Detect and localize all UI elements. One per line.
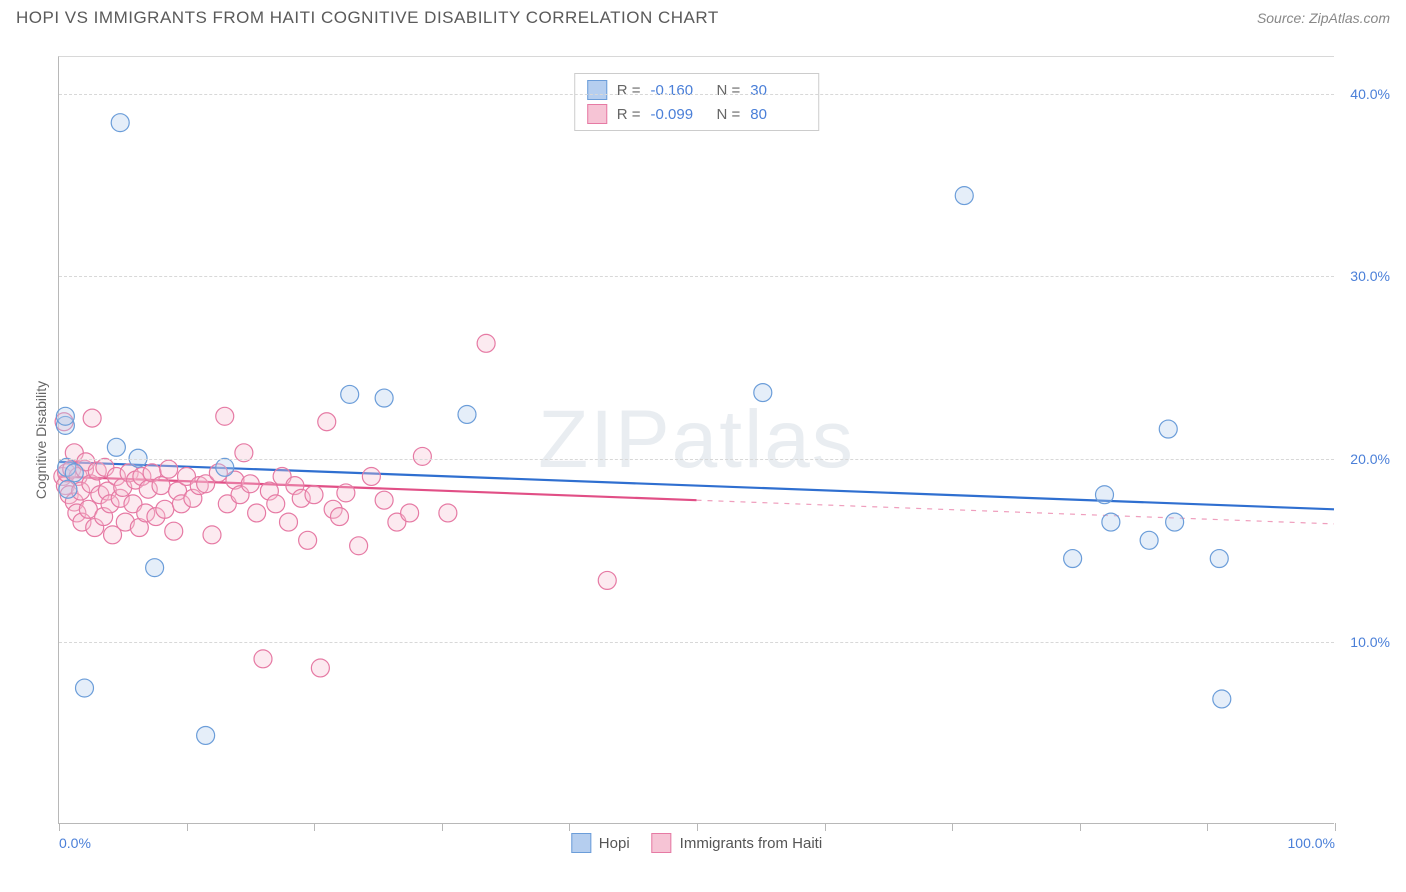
legend-label: Immigrants from Haiti [680, 835, 823, 852]
x-tick-label: 100.0% [1288, 835, 1335, 851]
x-tick [187, 823, 188, 831]
x-tick [1080, 823, 1081, 831]
gridline [59, 94, 1334, 95]
x-tick [952, 823, 953, 831]
r-label: R = [617, 106, 641, 123]
x-tick [442, 823, 443, 831]
legend-swatch [571, 833, 591, 853]
legend-correlation-row: R = -0.099 N = 80 [587, 104, 807, 124]
legend-item: Immigrants from Haiti [652, 833, 823, 853]
legend-item: Hopi [571, 833, 630, 853]
legend-label: Hopi [599, 835, 630, 852]
n-label: N = [717, 106, 741, 123]
plot-area: Cognitive Disability ZIPatlas R =-0.160N… [58, 56, 1334, 824]
gridline [59, 642, 1334, 643]
x-tick [569, 823, 570, 831]
legend-correlation-row: R = -0.160 N = 30 [587, 80, 807, 100]
x-tick-label: 0.0% [59, 835, 91, 851]
gridline [59, 459, 1334, 460]
n-value: 80 [750, 106, 806, 123]
gridline [59, 276, 1334, 277]
x-tick [59, 823, 60, 831]
chart-header: HOPI VS IMMIGRANTS FROM HAITI COGNITIVE … [0, 0, 1406, 38]
source-attribution: Source: ZipAtlas.com [1257, 10, 1390, 26]
legend-swatch [587, 104, 607, 124]
legend-correlation-box: R = -0.160 N = 30 R = -0.099 N = 80 [574, 73, 820, 131]
r-value: -0.160 [651, 82, 707, 99]
n-value: 30 [750, 82, 806, 99]
y-tick-label: 10.0% [1350, 634, 1390, 650]
y-tick-label: 20.0% [1350, 451, 1390, 467]
x-tick [825, 823, 826, 831]
x-tick [314, 823, 315, 831]
legend-swatch [652, 833, 672, 853]
x-tick [1335, 823, 1336, 831]
legend-swatch [587, 80, 607, 100]
y-tick-label: 30.0% [1350, 268, 1390, 284]
chart-container: Cognitive Disability ZIPatlas R =-0.160N… [16, 42, 1390, 880]
r-label: R = [617, 82, 641, 99]
x-tick [1207, 823, 1208, 831]
y-axis-label: Cognitive Disability [33, 381, 49, 499]
chart-title: HOPI VS IMMIGRANTS FROM HAITI COGNITIVE … [16, 8, 719, 28]
x-tick [697, 823, 698, 831]
y-tick-label: 40.0% [1350, 86, 1390, 102]
legend-series: Hopi Immigrants from Haiti [571, 833, 822, 853]
scatter-plot-svg [59, 57, 1334, 823]
r-value: -0.099 [651, 106, 707, 123]
n-label: N = [717, 82, 741, 99]
